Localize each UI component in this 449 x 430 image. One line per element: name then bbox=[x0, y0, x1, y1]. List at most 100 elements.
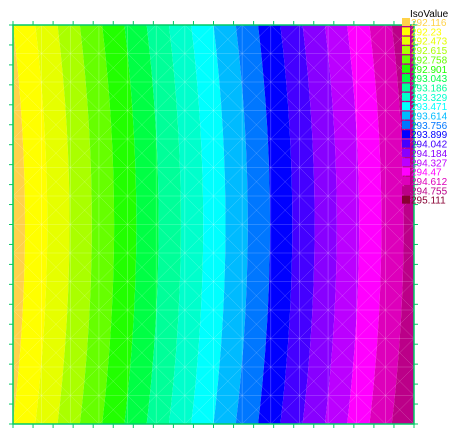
mesh-line bbox=[13, 53, 42, 83]
legend-swatch bbox=[402, 120, 410, 129]
mesh-line bbox=[184, 395, 214, 424]
isovalue-bands bbox=[13, 25, 414, 424]
mesh-line bbox=[184, 110, 214, 140]
mesh-line bbox=[41, 395, 71, 424]
mesh-line bbox=[70, 81, 100, 111]
mesh-line bbox=[13, 366, 42, 396]
mesh-line bbox=[241, 224, 271, 254]
mesh-line bbox=[299, 366, 329, 396]
mesh-line bbox=[13, 366, 42, 396]
mesh-line bbox=[156, 252, 186, 282]
mesh-line bbox=[156, 110, 186, 140]
mesh-line bbox=[13, 138, 42, 168]
mesh-line bbox=[13, 81, 42, 111]
mesh-line bbox=[270, 195, 300, 225]
mesh-line bbox=[41, 110, 71, 140]
mesh-line bbox=[327, 53, 357, 83]
legend-label: 294.327 bbox=[411, 158, 448, 169]
mesh-line bbox=[98, 53, 128, 83]
mesh-line bbox=[327, 366, 357, 396]
mesh-line bbox=[327, 281, 357, 311]
mesh-line bbox=[356, 338, 386, 368]
mesh-line bbox=[213, 167, 243, 197]
legend-label: 292.116 bbox=[411, 18, 447, 29]
isovalue-band bbox=[324, 25, 360, 424]
mesh-line bbox=[299, 167, 329, 197]
mesh-line bbox=[385, 338, 414, 368]
mesh-line bbox=[13, 224, 42, 254]
mesh-line bbox=[127, 252, 157, 282]
mesh-line bbox=[299, 224, 329, 254]
mesh-line bbox=[70, 195, 100, 225]
mesh-line bbox=[213, 395, 243, 424]
mesh-line bbox=[327, 338, 357, 368]
mesh-line bbox=[299, 110, 329, 140]
mesh-line bbox=[299, 25, 329, 54]
mesh-line bbox=[13, 252, 42, 282]
mesh-line bbox=[184, 309, 214, 339]
mesh-line bbox=[356, 138, 386, 168]
mesh-line bbox=[156, 110, 186, 140]
mesh-line bbox=[127, 81, 157, 111]
mesh-line bbox=[41, 252, 71, 282]
mesh-line bbox=[356, 338, 386, 368]
mesh-line bbox=[241, 309, 271, 339]
mesh-line bbox=[156, 395, 186, 424]
legend-label: 295.111 bbox=[411, 196, 446, 207]
mesh-line bbox=[13, 195, 42, 225]
mesh-line bbox=[184, 366, 214, 396]
mesh-line bbox=[41, 53, 71, 83]
mesh-line bbox=[327, 138, 357, 168]
isovalue-band bbox=[13, 25, 48, 424]
mesh-line bbox=[241, 252, 271, 282]
mesh-line bbox=[156, 167, 186, 197]
mesh-line bbox=[98, 25, 128, 54]
mesh-line bbox=[327, 395, 357, 424]
mesh-line bbox=[241, 81, 271, 111]
mesh-line bbox=[98, 138, 128, 168]
isovalue-band bbox=[79, 25, 115, 424]
mesh-line bbox=[70, 395, 100, 424]
mesh-line bbox=[70, 138, 100, 168]
mesh-line bbox=[41, 338, 71, 368]
mesh-line bbox=[241, 281, 271, 311]
legend-label: 294.755 bbox=[411, 186, 448, 197]
legend: 292.116292.23292.473292.615292.758292.90… bbox=[402, 18, 448, 207]
mesh-line bbox=[356, 252, 386, 282]
mesh-line bbox=[98, 25, 128, 54]
mesh-line bbox=[127, 281, 157, 311]
mesh-line bbox=[127, 338, 157, 368]
mesh-line bbox=[356, 167, 386, 197]
mesh-line bbox=[184, 25, 214, 54]
mesh-line bbox=[241, 366, 271, 396]
mesh-line bbox=[299, 338, 329, 368]
mesh-line bbox=[184, 252, 214, 282]
mesh-line bbox=[299, 138, 329, 168]
mesh-line bbox=[356, 81, 386, 111]
mesh-line bbox=[70, 309, 100, 339]
mesh-line bbox=[327, 338, 357, 368]
mesh-line bbox=[41, 395, 71, 424]
mesh-line bbox=[213, 81, 243, 111]
mesh-line bbox=[270, 281, 300, 311]
mesh-line bbox=[327, 81, 357, 111]
mesh-line bbox=[184, 53, 214, 83]
legend-swatch bbox=[402, 158, 410, 167]
mesh-line bbox=[241, 110, 271, 140]
mesh-line bbox=[184, 138, 214, 168]
mesh-line bbox=[41, 366, 71, 396]
mesh-line bbox=[98, 81, 128, 111]
mesh-line bbox=[41, 281, 71, 311]
isovalue-band bbox=[102, 25, 137, 424]
mesh-line bbox=[299, 309, 329, 339]
mesh-line bbox=[156, 281, 186, 311]
mesh-line bbox=[184, 53, 214, 83]
mesh-line bbox=[184, 195, 214, 225]
mesh-line bbox=[356, 25, 386, 54]
mesh-line bbox=[213, 167, 243, 197]
mesh-line bbox=[241, 281, 271, 311]
mesh-line bbox=[327, 25, 357, 54]
mesh-line bbox=[213, 53, 243, 83]
mesh-line bbox=[13, 53, 42, 83]
mesh-line bbox=[156, 309, 186, 339]
